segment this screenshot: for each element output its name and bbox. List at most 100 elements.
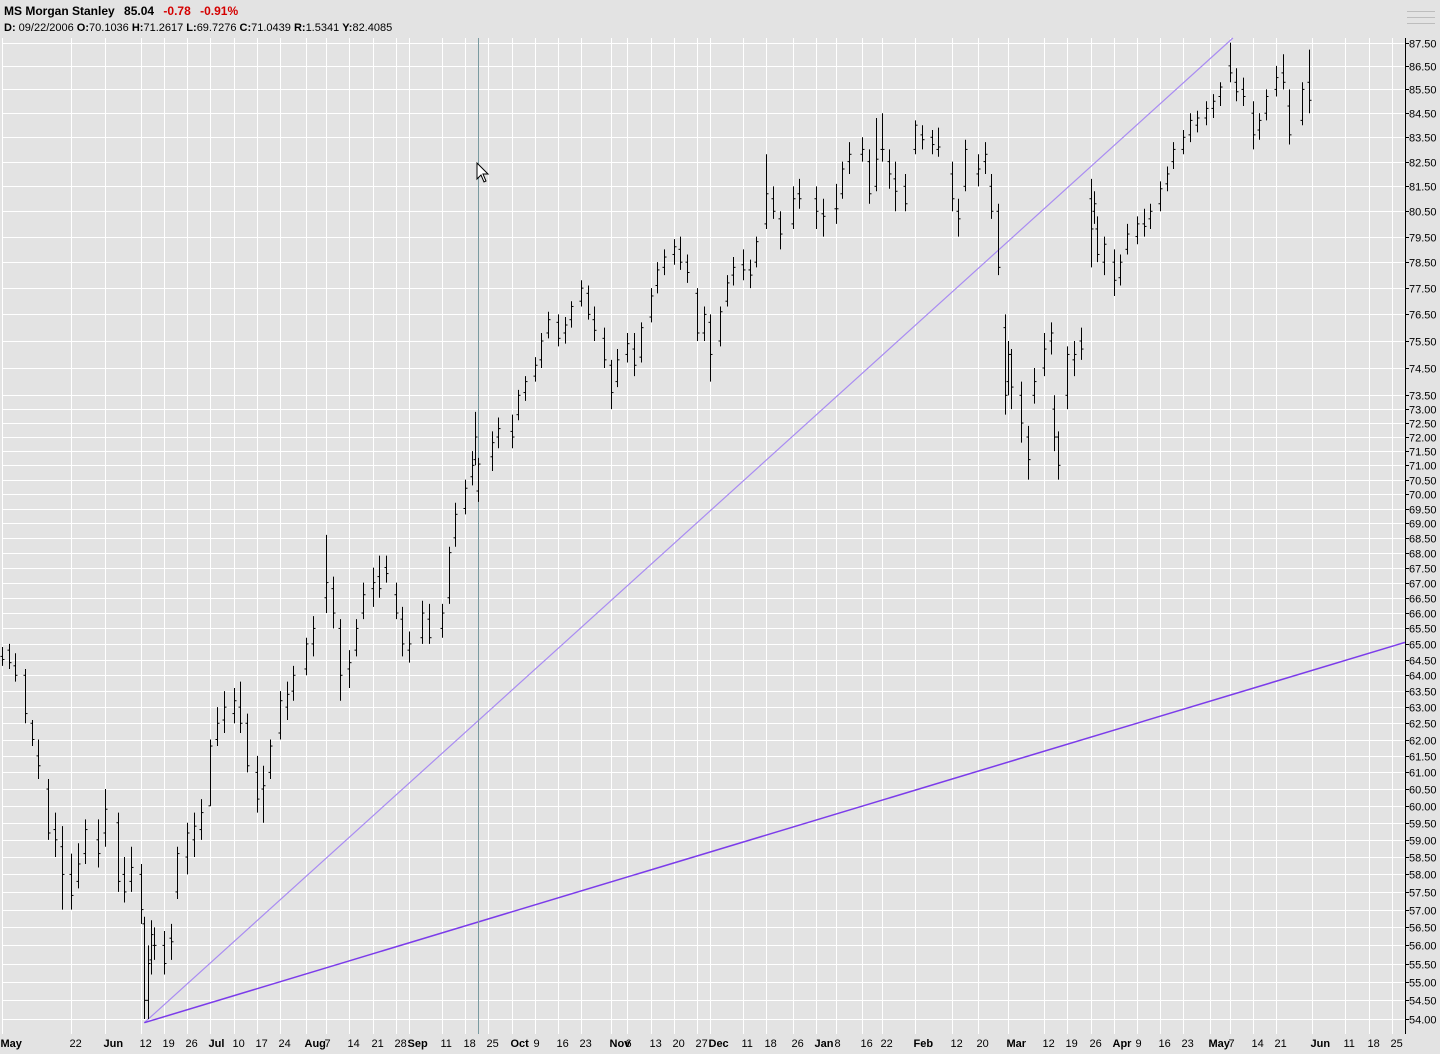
- x-tick-label: 10: [233, 1038, 245, 1050]
- ohlc-bar: [23, 668, 28, 724]
- y-tick-label: 75.50: [1409, 337, 1437, 349]
- ohlc-bar: [476, 457, 481, 502]
- x-tick-label: 11: [1344, 1038, 1355, 1050]
- ohlc-bar: [490, 431, 495, 472]
- x-tick-label: 23: [580, 1038, 592, 1050]
- ohlc-bar: [1181, 130, 1186, 155]
- ohlc-bar: [563, 317, 568, 344]
- x-tick-label: 8: [835, 1038, 841, 1050]
- y-tick-label: 66.00: [1409, 609, 1437, 621]
- ohlc-bar: [556, 314, 561, 347]
- ohlc-bar: [162, 930, 167, 975]
- date-label: D:: [4, 22, 16, 34]
- ohlc-bar: [913, 120, 918, 155]
- ohlc-bar: [983, 142, 988, 174]
- ohlc-bar: [791, 186, 796, 229]
- ohlc-bar: [1032, 367, 1037, 404]
- ohlc-bar: [83, 819, 88, 864]
- x-tick-label: Dec: [709, 1038, 729, 1050]
- ohlc-bar: [463, 479, 468, 515]
- ohlc-bar: [238, 681, 243, 733]
- ohlc-bar: [1287, 89, 1292, 145]
- ohlc-bar: [1300, 82, 1305, 126]
- y-tick-label: 83.50: [1409, 133, 1437, 145]
- y-tick-label: 60.50: [1409, 785, 1437, 797]
- x-tick-label: 19: [1066, 1038, 1078, 1050]
- y-tick-label: 60.00: [1409, 802, 1437, 814]
- y-tick-label: 65.50: [1409, 624, 1437, 636]
- ohlc-bar: [860, 137, 865, 162]
- ohlc-bar: [847, 142, 852, 174]
- y-tick-label: 62.50: [1409, 719, 1437, 731]
- ohlc-bar: [1228, 42, 1233, 83]
- ohlc-bar: [1072, 341, 1077, 377]
- ohlc-bar: [1257, 113, 1262, 140]
- y-tick-label: 62.00: [1409, 736, 1437, 748]
- y-tick-label: 57.50: [1409, 888, 1437, 900]
- x-tick-label: 26: [792, 1038, 804, 1050]
- x-tick-label: Jun: [1311, 1038, 1331, 1050]
- x-tick-label: 6: [626, 1038, 632, 1050]
- ohlc-bar: [304, 637, 309, 676]
- x-tick-label: 25: [487, 1038, 499, 1050]
- x-tick-label: 24: [279, 1038, 291, 1050]
- ohlc-bar: [291, 665, 296, 701]
- high-label: H:: [131, 22, 144, 34]
- ohlc-bar: [146, 945, 151, 1019]
- y-tick-label: 71.50: [1409, 447, 1437, 459]
- ohlc-bar: [496, 417, 501, 449]
- ohlc-bar: [215, 707, 220, 747]
- ohlc-bar: [678, 236, 683, 270]
- ohlc-bar: [1102, 236, 1107, 276]
- x-tick-label: 20: [673, 1038, 685, 1050]
- ohlc-bar: [1056, 431, 1061, 480]
- ohlc-bar: [533, 357, 538, 382]
- ohlc-bar: [139, 863, 144, 924]
- open-value: 70.1036: [89, 22, 129, 34]
- trendlines: [143, 37, 1406, 1024]
- ohlc-bar: [1274, 65, 1279, 97]
- ohlc-bar: [1307, 49, 1312, 114]
- ohlc-bar: [1003, 314, 1008, 415]
- ohlc-bar: [142, 916, 147, 1019]
- x-tick-label: 18: [1368, 1038, 1380, 1050]
- ohlc-bar: [903, 173, 908, 212]
- ohlc-bar: [185, 822, 190, 875]
- ohlc-bar: [1089, 178, 1094, 268]
- ohlc-bar: [639, 322, 644, 363]
- x-tick-label: 16: [861, 1038, 873, 1050]
- price-change: -0.78: [163, 4, 191, 18]
- y-tick-label: 82.50: [1409, 158, 1437, 170]
- ohlc-bar: [874, 117, 879, 192]
- ohlc-bar: [1234, 68, 1239, 102]
- title-line: MS Morgan Stanley 85.04 -0.78 -0.91%: [4, 4, 238, 18]
- ohlc-bar: [447, 546, 452, 604]
- ohlc-bar: [625, 332, 630, 363]
- x-tick-label: 19: [163, 1038, 175, 1050]
- ohlc-bar: [407, 631, 412, 663]
- y-tick-label: 54.00: [1409, 1015, 1437, 1027]
- y-tick-label: 67.00: [1409, 579, 1437, 591]
- x-tick-label: Mar: [1007, 1038, 1027, 1050]
- ohlc-bar: [354, 619, 359, 657]
- ohlc-bar: [718, 306, 723, 347]
- ohlc-bar: [963, 139, 968, 192]
- ohlc-bar: [169, 923, 174, 960]
- low-value: 69.7276: [196, 22, 237, 34]
- ohlc-bar: [268, 739, 273, 780]
- ohlc-bar: [0, 647, 5, 666]
- y-tick-label: 87.50: [1409, 39, 1437, 51]
- x-tick-label: 14: [1252, 1038, 1264, 1050]
- x-tick-label: 21: [1275, 1038, 1287, 1050]
- y-tick-label: 64.00: [1409, 671, 1437, 683]
- ohlc-bar: [754, 236, 759, 268]
- resize-grip-icon[interactable]: [1407, 6, 1435, 26]
- date-value: 09/22/2006: [18, 22, 74, 34]
- ohlc-bar: [36, 739, 41, 780]
- ohlc-bar: [741, 249, 746, 281]
- ohlc-bar: [1241, 77, 1246, 107]
- x-tick-label: Sep: [408, 1038, 428, 1050]
- y-tick-label: 58.00: [1409, 870, 1437, 882]
